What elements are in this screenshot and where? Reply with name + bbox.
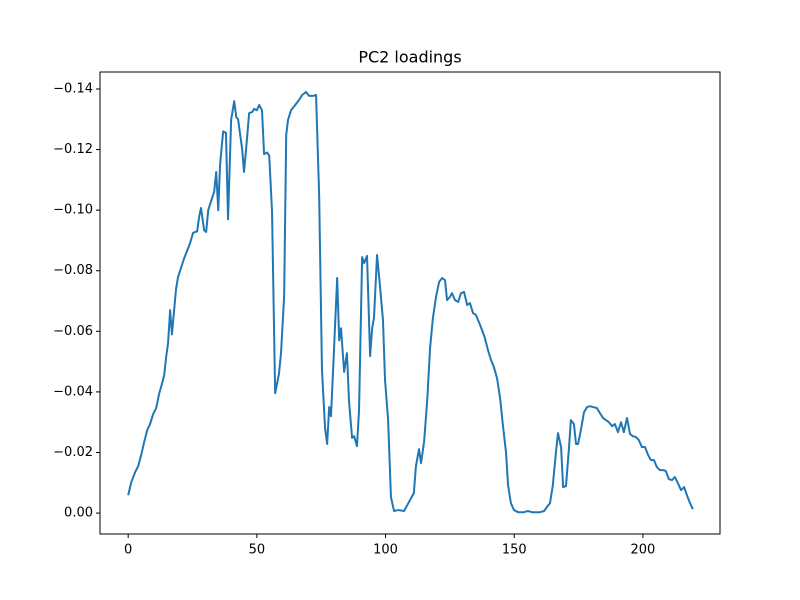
- y-tick-label: −0.02: [53, 445, 93, 460]
- x-tick-label: 0: [124, 543, 132, 558]
- y-tick-label: −0.14: [53, 81, 93, 96]
- y-tick-label: −0.10: [53, 203, 93, 218]
- x-tick-label: 200: [631, 543, 656, 558]
- y-tick-label: −0.12: [53, 142, 93, 157]
- y-tick-label: −0.08: [53, 263, 93, 278]
- line-series: [127, 90, 694, 514]
- y-tick-label: −0.04: [53, 384, 93, 399]
- x-tick-label: 150: [502, 543, 527, 558]
- x-tick-label: 50: [249, 543, 266, 558]
- y-tick-label: 0.00: [64, 506, 93, 521]
- x-tick-label: 100: [373, 543, 398, 558]
- chart-title: PC2 loadings: [358, 48, 461, 67]
- axes-frame: [99, 71, 721, 535]
- y-tick-label: −0.06: [53, 324, 93, 339]
